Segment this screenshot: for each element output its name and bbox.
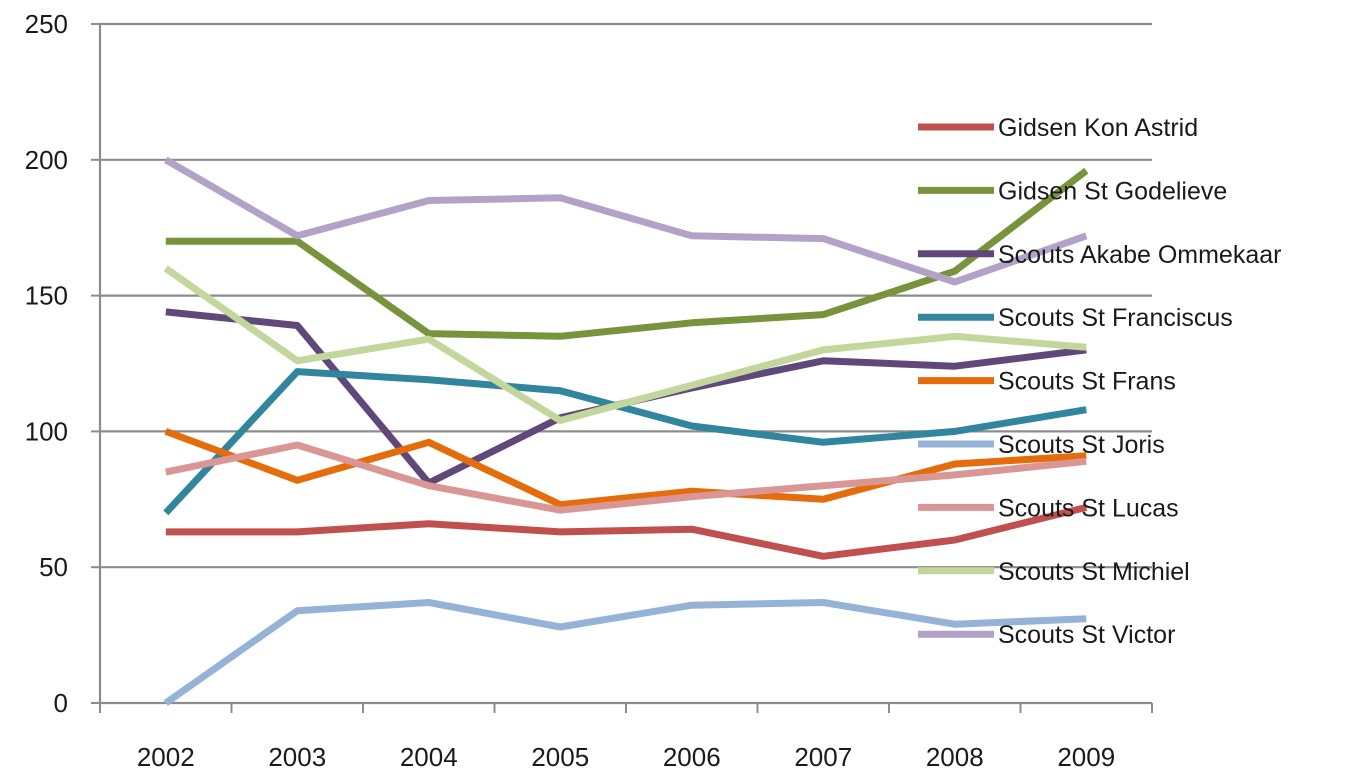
- y-tick-label: 50: [39, 552, 68, 582]
- x-tick-label: 2008: [926, 742, 984, 772]
- y-tick-label: 150: [25, 281, 68, 311]
- legend: Gidsen Kon Astrid Gidsen St Godelieve Scou…: [918, 114, 1281, 649]
- series-line-3: [163, 368, 1087, 516]
- series-lines: [163, 156, 1089, 706]
- legend-label: Scouts Akabe Ommekaar: [998, 241, 1281, 269]
- y-tick-label: 100: [25, 416, 68, 446]
- gridlines: [100, 22, 1152, 569]
- legend-label: Scouts St Michiel: [998, 558, 1190, 586]
- legend-label: Scouts St Joris: [998, 431, 1165, 459]
- y-tick-label: 0: [54, 688, 68, 718]
- series-line-6: [165, 441, 1087, 514]
- x-tick-label: 2006: [663, 742, 721, 772]
- x-tick-label: 2009: [1057, 742, 1115, 772]
- legend-label: Scouts St Frans: [998, 368, 1176, 396]
- legend-label: Scouts St Lucas: [998, 494, 1179, 522]
- x-tick-label: 2007: [794, 742, 852, 772]
- series-line-0: [165, 504, 1088, 560]
- x-tick-label: 2005: [531, 742, 589, 772]
- series-line-5: [163, 599, 1087, 706]
- legend-label: Scouts St Victor: [998, 621, 1175, 649]
- x-tick-label: 2003: [268, 742, 326, 772]
- legend-label: Gidsen St Godelieve: [998, 177, 1227, 205]
- y-tick-label: 250: [25, 9, 68, 39]
- legend-label: Scouts St Franciscus: [998, 304, 1233, 332]
- series-line-7: [163, 265, 1087, 424]
- series-line-8: [164, 156, 1088, 286]
- y-tick-label: 200: [25, 145, 68, 175]
- x-tick-label: 2004: [400, 742, 458, 772]
- legend-label: Gidsen Kon Astrid: [998, 114, 1198, 142]
- axes: 0 50 100 150 200 250 2002 2003 2004 2005 2006 2007 2…: [25, 9, 1153, 772]
- x-tick-label: 2002: [137, 742, 195, 772]
- series-line-4: [164, 428, 1087, 509]
